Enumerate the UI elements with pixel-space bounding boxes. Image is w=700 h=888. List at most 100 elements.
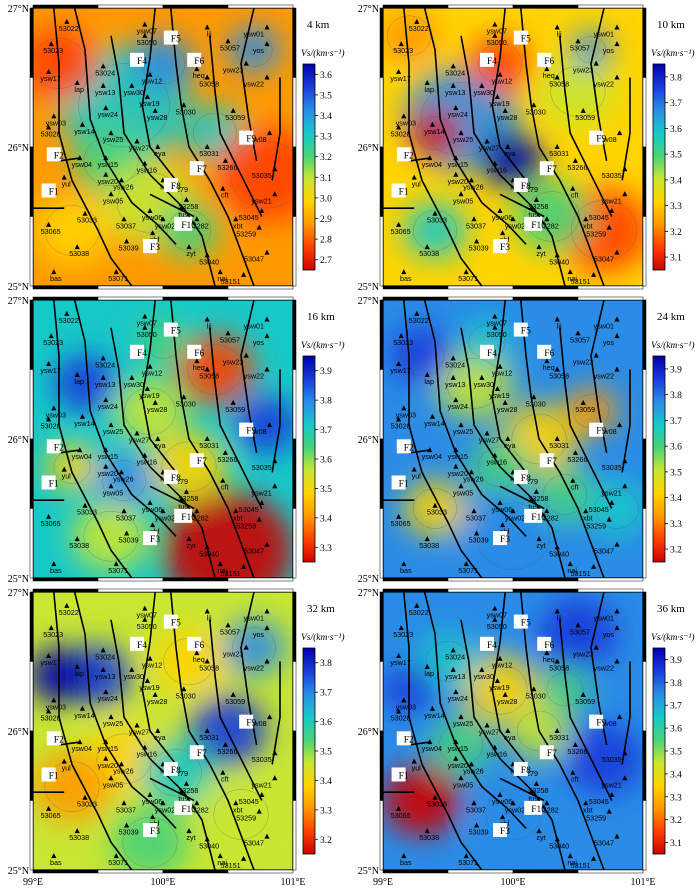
station-marker	[570, 769, 576, 775]
station-label: 53059	[575, 113, 595, 122]
station-label: ysw08	[596, 427, 616, 436]
station-label: ysw07	[137, 611, 157, 620]
svg-text:F5: F5	[521, 35, 531, 45]
colorbar-tick: 3.6	[320, 71, 332, 81]
station-label: ysw02	[505, 513, 525, 522]
station-marker	[424, 372, 430, 378]
station-marker	[77, 155, 83, 161]
station-label: ysw25	[103, 719, 123, 728]
station-label: 53057	[220, 43, 240, 52]
station-marker	[502, 691, 508, 697]
fault-line	[149, 777, 195, 802]
station-label: ysw03	[46, 702, 66, 711]
station-label: ysw25	[103, 427, 123, 436]
station-marker	[222, 449, 228, 455]
station-label: lap	[74, 377, 84, 386]
station-label: 53028	[391, 130, 411, 139]
station-label: 53035	[602, 755, 622, 764]
station-label: 53028	[41, 422, 61, 431]
station-marker	[617, 714, 623, 720]
fault-line	[408, 741, 430, 746]
colorbar-tick: 3.4	[320, 777, 332, 787]
station-marker	[424, 828, 430, 834]
station-label: lij	[207, 321, 212, 330]
station-label: ysw06	[142, 505, 162, 514]
station-marker	[458, 775, 464, 781]
station-marker	[554, 544, 560, 550]
colorbar-tick: 3.6	[670, 725, 682, 735]
station-label: 53039	[119, 828, 139, 837]
station-marker	[144, 385, 150, 391]
fault-label: F3	[143, 823, 160, 838]
station-marker	[152, 399, 158, 405]
station-label: eya	[154, 733, 166, 742]
station-label: bas	[400, 858, 412, 867]
station-marker	[108, 130, 114, 136]
station-marker	[580, 107, 586, 113]
station-label: ysw28	[147, 405, 167, 414]
panel-2: 53022 53023 ysw17 lap 53024 ysw07 53050 lij ysw0…	[8, 296, 345, 585]
station-label: yos	[253, 630, 265, 639]
station-label: 53045	[589, 505, 609, 514]
fault-label: F4	[130, 636, 147, 651]
station-label: yul	[62, 472, 72, 481]
fault-label: F5	[513, 614, 531, 629]
station-marker	[46, 652, 52, 658]
station-marker	[544, 508, 550, 514]
station-label: ysw24	[448, 694, 468, 703]
svg-text:25°N: 25°N	[8, 282, 29, 293]
svg-text:27°N: 27°N	[358, 296, 379, 307]
colorbar	[652, 647, 666, 855]
station-label: cft	[571, 483, 579, 492]
station-label: ysw27	[479, 727, 499, 736]
station-label: cft	[221, 775, 229, 784]
station-label: ysw05	[103, 780, 123, 789]
station-label: 53040	[199, 841, 219, 850]
fault-label: F9	[239, 422, 256, 437]
station-marker	[121, 800, 127, 806]
station-marker	[129, 374, 135, 380]
colorbar-tick: 3.9	[670, 365, 682, 375]
station-marker	[614, 74, 620, 80]
fault-label: F3	[143, 239, 160, 254]
svg-text:F8: F8	[521, 474, 531, 484]
fault-label: F6	[187, 636, 204, 651]
fault-line	[110, 619, 216, 870]
station-label: ysw30	[124, 380, 144, 389]
svg-text:F10: F10	[531, 513, 546, 523]
svg-text:F5: F5	[521, 619, 531, 629]
station-marker	[204, 74, 210, 80]
fault-label: F5	[163, 322, 181, 337]
station-label: tus	[528, 794, 538, 803]
station-label: 53033	[77, 508, 97, 517]
svg-text:100°E: 100°E	[150, 877, 175, 888]
station-marker	[142, 616, 148, 622]
fault-line	[209, 35, 263, 217]
station-label: 53038	[419, 249, 439, 258]
station-label: ysw15	[448, 160, 468, 169]
station-label: 53030	[176, 399, 196, 408]
station-label: 53057	[570, 43, 590, 52]
station-label: 53038	[69, 833, 89, 842]
station-label: naj	[217, 858, 227, 867]
colorbar-tick: 3.8	[670, 391, 682, 401]
fault-line	[170, 592, 255, 870]
station-marker	[474, 822, 480, 828]
station-label: 53258	[178, 494, 198, 503]
station-label: ysw21	[601, 780, 621, 789]
station-marker	[505, 728, 511, 733]
station-marker	[113, 853, 119, 859]
fault-line	[423, 8, 527, 245]
station-marker	[100, 63, 106, 69]
svg-text:F5: F5	[171, 619, 181, 629]
station-marker	[396, 652, 402, 658]
station-label: yul	[412, 764, 422, 773]
station-marker	[51, 269, 57, 275]
station-label: 53045	[589, 213, 609, 222]
station-label: ysw13	[445, 88, 465, 97]
station-marker	[264, 41, 270, 47]
station-label: naj	[567, 566, 577, 575]
fault-label: F2	[396, 439, 414, 454]
station-marker	[150, 230, 156, 236]
station-label: 53023	[43, 338, 63, 347]
